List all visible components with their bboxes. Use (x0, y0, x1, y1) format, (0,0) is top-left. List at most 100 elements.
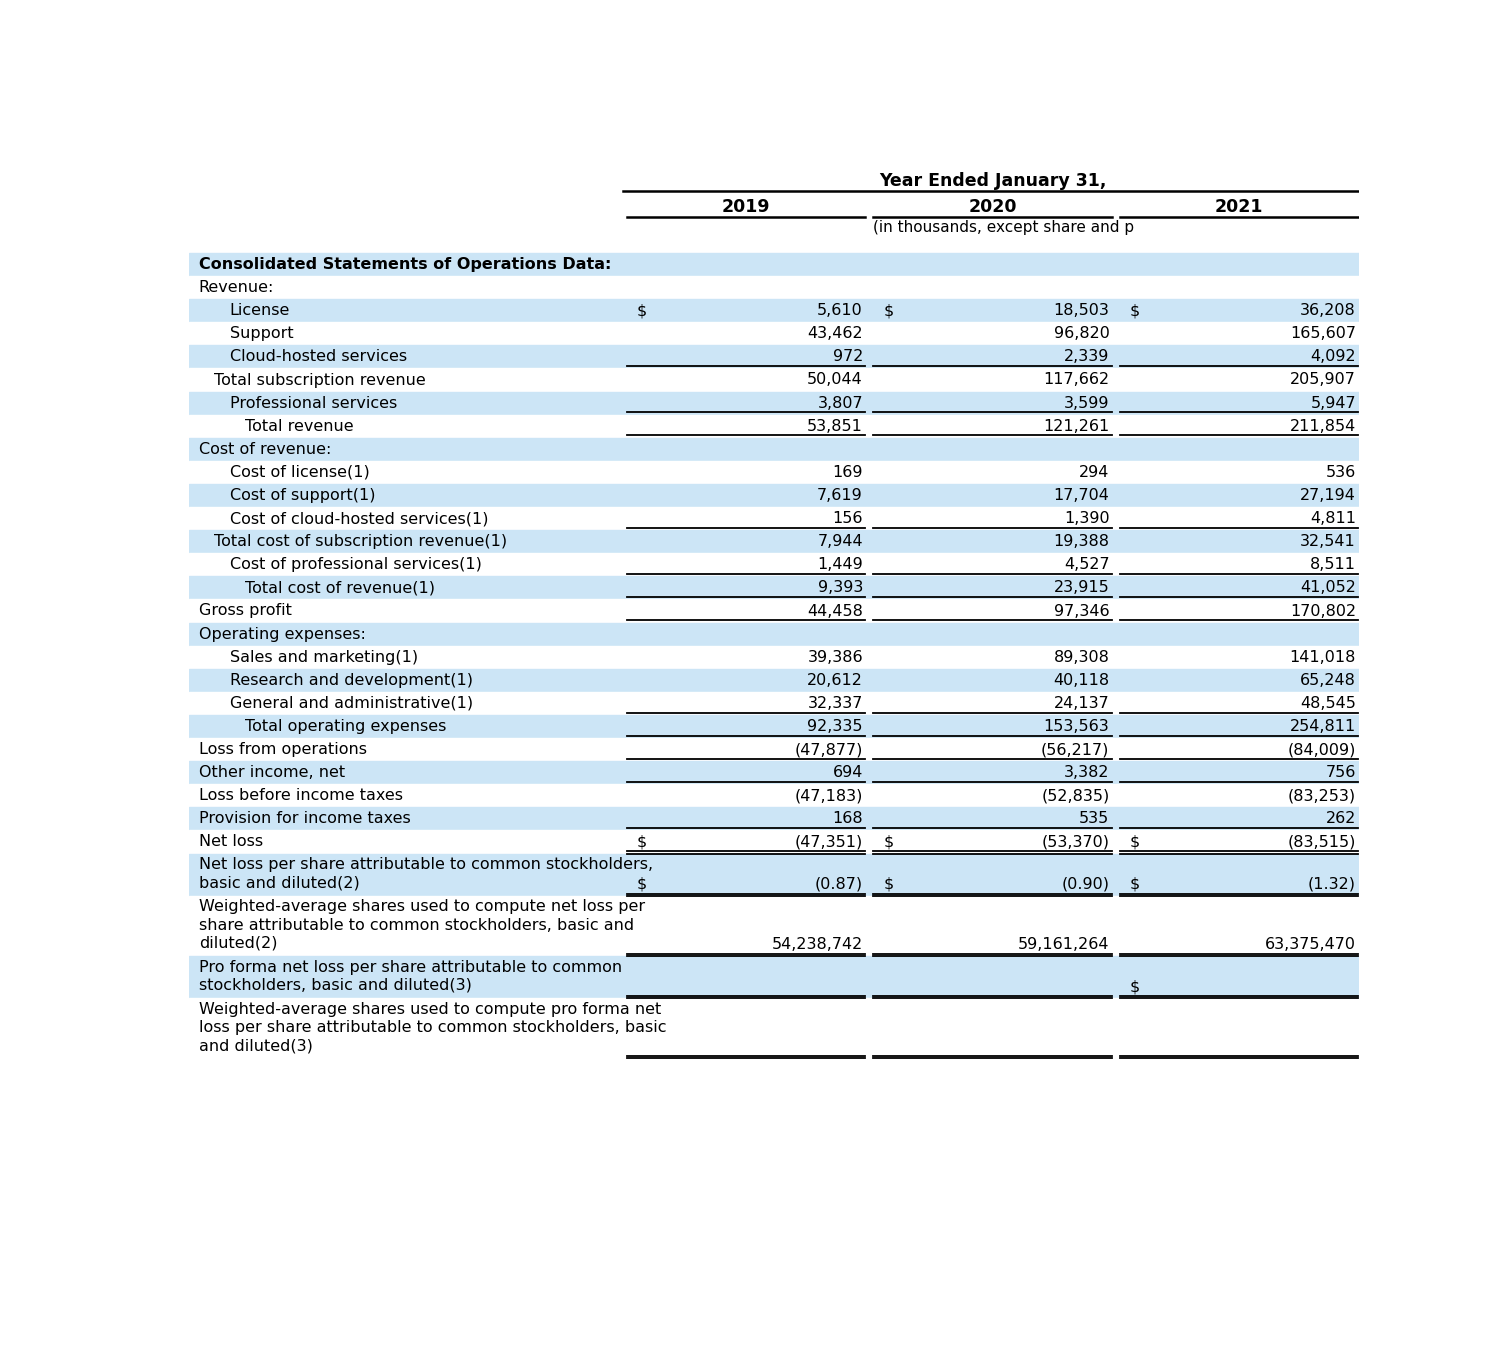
Text: 7,619: 7,619 (817, 488, 864, 503)
Text: 17,704: 17,704 (1054, 488, 1110, 503)
Text: 5,610: 5,610 (817, 303, 864, 318)
Bar (189, 345, 1359, 369)
Bar (189, 762, 1359, 784)
Text: 39,386: 39,386 (808, 649, 864, 664)
Text: General and administrative(1): General and administrative(1) (230, 696, 473, 711)
Text: 694: 694 (832, 766, 864, 780)
Text: Total revenue: Total revenue (245, 419, 353, 434)
Bar (189, 553, 1359, 577)
Text: $: $ (883, 877, 894, 892)
Bar (189, 807, 1359, 830)
Text: 96,820: 96,820 (1054, 326, 1110, 341)
Text: (83,253): (83,253) (1288, 788, 1356, 803)
Text: 211,854: 211,854 (1290, 419, 1356, 434)
Text: Gross profit: Gross profit (199, 604, 291, 618)
Text: and diluted(3): and diluted(3) (199, 1038, 313, 1054)
Text: 3,599: 3,599 (1065, 396, 1110, 411)
Text: 3,382: 3,382 (1065, 766, 1110, 780)
Bar (189, 577, 1359, 600)
Text: $: $ (1129, 980, 1140, 995)
Text: Professional services: Professional services (230, 396, 397, 411)
Bar (189, 299, 1359, 322)
Text: Loss from operations: Loss from operations (199, 743, 367, 758)
Text: 170,802: 170,802 (1290, 604, 1356, 618)
Text: Revenue:: Revenue: (199, 279, 275, 295)
Text: 8,511: 8,511 (1309, 558, 1356, 573)
Text: 536: 536 (1326, 464, 1356, 479)
Text: Cost of professional services(1): Cost of professional services(1) (230, 558, 482, 573)
Text: 24,137: 24,137 (1054, 696, 1110, 711)
Bar (189, 715, 1359, 738)
Text: 2,339: 2,339 (1065, 349, 1110, 364)
Text: $: $ (1129, 303, 1140, 318)
Text: 254,811: 254,811 (1290, 719, 1356, 734)
Text: $: $ (883, 834, 894, 849)
Text: (0.90): (0.90) (1062, 877, 1110, 892)
Text: 153,563: 153,563 (1043, 719, 1110, 734)
Text: 121,261: 121,261 (1043, 419, 1110, 434)
Text: (in thousands, except share and p: (in thousands, except share and p (873, 221, 1134, 236)
Text: Weighted-average shares used to compute net loss per: Weighted-average shares used to compute … (199, 899, 645, 914)
Text: 48,545: 48,545 (1300, 696, 1356, 711)
Text: 23,915: 23,915 (1054, 581, 1110, 596)
Text: diluted(2): diluted(2) (199, 936, 278, 951)
Bar (189, 460, 1359, 484)
Text: Total subscription revenue: Total subscription revenue (214, 373, 426, 388)
Text: 168: 168 (832, 811, 864, 826)
Text: (1.32): (1.32) (1308, 877, 1356, 892)
Text: share attributable to common stockholders, basic and: share attributable to common stockholder… (199, 918, 634, 933)
Text: 7,944: 7,944 (817, 534, 864, 549)
Text: 36,208: 36,208 (1300, 303, 1356, 318)
Text: $: $ (637, 303, 646, 318)
Text: Support: Support (230, 326, 293, 341)
Text: 169: 169 (832, 464, 864, 479)
Text: 32,337: 32,337 (808, 696, 864, 711)
Text: 4,092: 4,092 (1311, 349, 1356, 364)
Text: Loss before income taxes: Loss before income taxes (199, 788, 403, 803)
Text: Total operating expenses: Total operating expenses (245, 719, 447, 734)
Bar (189, 438, 1359, 460)
Text: (53,370): (53,370) (1042, 834, 1110, 849)
Text: Sales and marketing(1): Sales and marketing(1) (230, 649, 418, 664)
Text: $: $ (637, 877, 646, 892)
Bar (189, 999, 1359, 1059)
Text: 54,238,742: 54,238,742 (772, 937, 864, 952)
Text: 92,335: 92,335 (808, 719, 864, 734)
Text: 4,527: 4,527 (1065, 558, 1110, 573)
Text: $: $ (883, 303, 894, 318)
Text: (47,183): (47,183) (794, 788, 864, 803)
Text: 535: 535 (1080, 811, 1110, 826)
Bar (189, 854, 1359, 896)
Text: (0.87): (0.87) (815, 877, 864, 892)
Text: 262: 262 (1326, 811, 1356, 826)
Text: Provision for income taxes: Provision for income taxes (199, 811, 411, 826)
Text: 117,662: 117,662 (1043, 373, 1110, 388)
Text: 2020: 2020 (968, 197, 1016, 215)
Bar (189, 253, 1359, 275)
Text: 2019: 2019 (722, 197, 770, 215)
Text: 20,612: 20,612 (808, 673, 864, 688)
Text: Research and development(1): Research and development(1) (230, 673, 473, 688)
Text: basic and diluted(2): basic and diluted(2) (199, 875, 359, 891)
Text: 165,607: 165,607 (1290, 326, 1356, 341)
Text: Cloud-hosted services: Cloud-hosted services (230, 349, 408, 364)
Text: Total cost of subscription revenue(1): Total cost of subscription revenue(1) (214, 534, 507, 549)
Text: 3,807: 3,807 (817, 396, 864, 411)
Text: 156: 156 (832, 511, 864, 526)
Text: $: $ (637, 834, 646, 849)
Text: 50,044: 50,044 (808, 373, 864, 388)
Text: 44,458: 44,458 (808, 604, 864, 618)
Bar (189, 669, 1359, 692)
Text: (47,351): (47,351) (794, 834, 864, 849)
Text: Cost of cloud-hosted services(1): Cost of cloud-hosted services(1) (230, 511, 488, 526)
Bar (189, 692, 1359, 715)
Text: 65,248: 65,248 (1300, 673, 1356, 688)
Text: 59,161,264: 59,161,264 (1018, 937, 1110, 952)
Bar (189, 484, 1359, 507)
Text: 141,018: 141,018 (1290, 649, 1356, 664)
Text: Total cost of revenue(1): Total cost of revenue(1) (245, 581, 435, 596)
Text: Pro forma net loss per share attributable to common: Pro forma net loss per share attributabl… (199, 959, 622, 974)
Text: (47,877): (47,877) (794, 743, 864, 758)
Text: 43,462: 43,462 (808, 326, 864, 341)
Bar (189, 415, 1359, 438)
